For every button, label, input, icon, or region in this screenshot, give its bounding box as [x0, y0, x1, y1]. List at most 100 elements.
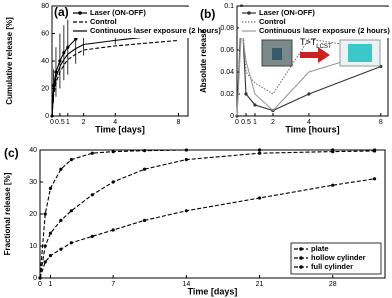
plot-frame [236, 5, 389, 117]
data-point [372, 149, 377, 153]
data-point [43, 212, 47, 216]
series-line [39, 149, 375, 279]
series-line [236, 5, 381, 117]
data-point [62, 51, 66, 55]
data-point [184, 209, 188, 213]
x-tick-label: 1 [49, 281, 53, 288]
series-line [39, 150, 375, 279]
x-tick-label: 2 [271, 119, 275, 126]
data-point [48, 231, 53, 235]
x-tick-label: 21 [256, 281, 264, 288]
legend-label: Control [259, 17, 286, 26]
legend-label: Continuous laser exposure (2 hours) [259, 26, 390, 35]
arrow-body [300, 52, 318, 58]
data-point [58, 59, 62, 63]
data-point [184, 158, 188, 162]
data-point [90, 193, 94, 197]
legend-label: hollow cylinder [311, 253, 366, 262]
series-line [51, 39, 179, 117]
data-point [244, 92, 248, 96]
data-point [90, 234, 94, 238]
data-point [111, 180, 115, 184]
legend-box [70, 7, 248, 38]
data-point [257, 196, 262, 200]
y-tick-label: 0 [33, 275, 37, 282]
y-tick-label: 40 [41, 58, 49, 65]
series-line [51, 32, 179, 117]
data-point [142, 149, 147, 153]
legend-marker [299, 256, 303, 260]
x-tick-label: 0.5 [241, 119, 251, 126]
legend-marker [78, 11, 82, 15]
x-axis-label: Time [hours] [285, 124, 339, 134]
data-point [48, 186, 53, 190]
data-point [38, 276, 42, 280]
series-line [39, 178, 375, 279]
legend-label: Continuous laser exposure (2 hours) [90, 26, 221, 35]
y-tick-label: 0.04 [220, 69, 234, 76]
inset: T>TLCST [261, 37, 381, 67]
x-tick-label: 2 [82, 119, 86, 126]
x-tick-label: 0.5 [55, 119, 65, 126]
y-tick-label: 0 [45, 113, 49, 120]
y-tick-label: 0.06 [220, 47, 234, 54]
data-point [257, 148, 262, 152]
y-axis-label: Fractional release [%] [3, 172, 12, 255]
legend-marker [299, 247, 303, 251]
data-point [111, 228, 115, 232]
y-axis-label: Absolute release [199, 28, 208, 93]
x-tick-label: 8 [379, 119, 383, 126]
y-tick-label: 0.08 [220, 25, 234, 32]
data-point [253, 103, 257, 107]
data-point [69, 241, 73, 245]
x-tick-label: 0 [38, 281, 42, 288]
data-point [331, 150, 335, 154]
arrow-head [318, 47, 330, 63]
data-point [142, 167, 147, 171]
legend-label: Control [90, 17, 117, 26]
legend-marker [299, 265, 303, 269]
x-tick-label: 1 [66, 119, 70, 126]
y-tick-label: 10 [29, 243, 37, 250]
y-tick-label: 40 [29, 147, 37, 154]
data-point [307, 92, 311, 96]
x-tick-label: 0 [50, 119, 54, 126]
legend-label: plate [311, 244, 329, 253]
y-axis-label: Cumulative release [%] [5, 17, 14, 105]
x-axis-label: Time [days] [188, 286, 238, 296]
x-tick-label: 7 [111, 281, 115, 288]
panel-label: (c) [4, 146, 19, 160]
panel-label: (b) [200, 7, 215, 21]
data-point [142, 218, 147, 222]
y-tick-label: 20 [41, 85, 49, 92]
x-tick-label: 4 [113, 119, 117, 126]
y-tick-label: 20 [29, 211, 37, 218]
data-point [184, 148, 188, 152]
data-point [59, 247, 63, 251]
inset-object [272, 48, 282, 60]
data-point [48, 254, 53, 258]
data-point [59, 218, 63, 222]
data-point [239, 4, 244, 8]
data-point [43, 244, 47, 248]
legend-label: full cylinder [311, 262, 353, 271]
data-point [90, 151, 94, 155]
x-tick-label: 28 [329, 281, 337, 288]
data-point [43, 260, 47, 264]
legend-marker [247, 11, 251, 15]
annotation-text: T>T [300, 37, 317, 47]
x-tick-label: 1 [253, 119, 257, 126]
legend-box [239, 7, 392, 38]
y-tick-label: 0 [230, 113, 234, 120]
data-point [331, 183, 335, 187]
y-tick-label: 0.02 [220, 91, 234, 98]
y-tick-label: 30 [29, 179, 37, 186]
data-point [69, 158, 73, 162]
annotation: T>TLCST [300, 37, 332, 49]
x-tick-label: 14 [182, 281, 190, 288]
y-tick-label: 80 [41, 3, 49, 10]
